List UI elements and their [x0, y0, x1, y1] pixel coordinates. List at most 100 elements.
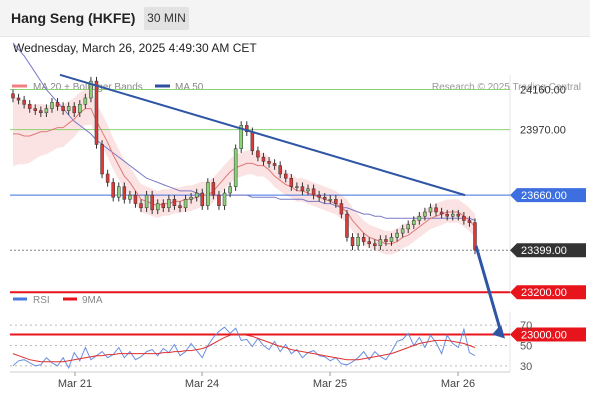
level-label-pivot: 23660.00 [521, 190, 567, 202]
candle-body [66, 106, 71, 111]
candle-body [389, 237, 394, 242]
candle-body [183, 199, 188, 209]
candle-body [350, 237, 355, 247]
candle-body [417, 215, 422, 221]
level-tag-support [510, 327, 586, 342]
candle-body [144, 194, 149, 209]
candle-body [167, 199, 171, 209]
x-tick-label: Mar 25 [313, 378, 347, 390]
rsi-legend-label: RSI [33, 295, 50, 306]
candle-body [50, 101, 54, 109]
level-label-support: 23000.00 [521, 329, 567, 341]
candle-body [434, 207, 438, 213]
candle-body [133, 194, 138, 204]
rsi-tick-label: 30 [520, 361, 532, 373]
candle-body [22, 99, 26, 105]
level-tag-last [510, 243, 586, 258]
ma50-legend-label: MA 50 [175, 82, 204, 93]
candle-body [16, 97, 21, 101]
candle-body [339, 203, 344, 215]
candle-body [311, 188, 316, 196]
rsi-panel: 70 50 30 [10, 320, 532, 373]
candle-body [178, 205, 182, 209]
candle-body [155, 203, 160, 211]
candle-body [256, 150, 260, 158]
resistance-trendline [59, 73, 466, 197]
candle-body [361, 237, 366, 242]
candle-body [384, 239, 388, 242]
candle-body [283, 173, 288, 179]
candle-body [295, 186, 299, 188]
candle-body [55, 101, 60, 107]
candle-body [72, 106, 76, 114]
candle-body [406, 224, 410, 230]
candle-body [456, 213, 461, 217]
projection-arrow-head [492, 324, 505, 339]
candle-body [222, 192, 227, 206]
candle-body [467, 220, 472, 223]
candle-body [39, 110, 43, 114]
chart-datetime: Wednesday, March 26, 2025 4:49:30 AM CET [13, 41, 257, 55]
rsi-legend: RSI 9MA [13, 295, 103, 306]
x-tick-label: Mar 26 [441, 378, 475, 390]
ma50-line [12, 42, 476, 221]
candle-body [233, 148, 238, 187]
interval-button[interactable]: 30 MIN [144, 7, 189, 30]
candle-body [356, 237, 360, 247]
candle-body [117, 186, 121, 198]
candle-body [300, 186, 305, 192]
price-candles [11, 76, 477, 255]
level-label-resistance: 23970.00 [520, 125, 566, 137]
candle-body [412, 220, 416, 225]
candle-body [105, 173, 110, 183]
copyright-credit: Research © 2025 Trading Central [432, 82, 581, 93]
candle-body [89, 80, 93, 99]
candle-body [122, 186, 127, 200]
candle-body [217, 194, 221, 206]
candle-body [261, 156, 266, 162]
level-tag-pivot [510, 188, 586, 203]
candle-body [228, 186, 232, 194]
rsi-tick-label: 70 [520, 320, 532, 332]
level-tag-support [510, 285, 586, 300]
instrument-title: Hang Seng (HKFE) [11, 10, 136, 26]
candle-body [161, 203, 166, 209]
candle-body [83, 97, 88, 105]
bollinger-bands [13, 88, 475, 255]
level-lines [10, 89, 510, 336]
moving-averages [12, 42, 476, 245]
candle-body [439, 211, 444, 215]
main-legend: MA 20 + Bollinger Bands MA 50 Research © 2… [12, 82, 581, 93]
candle-body [423, 211, 427, 217]
level-labels: 24160.00 23970.00 23660.00 23399.00 23200.00… [510, 85, 586, 342]
candle-body [245, 125, 249, 133]
candle-body [345, 213, 349, 238]
x-axis: Mar 21 Mar 24 Mar 25 Mar 26 [58, 372, 475, 390]
candle-body [189, 196, 193, 200]
candle-body [450, 213, 455, 217]
candle-body [306, 188, 310, 192]
ma20-legend-label: MA 20 + Bollinger Bands [33, 82, 143, 93]
projection-arrow-shaft [474, 245, 503, 333]
bollinger-band-area [13, 88, 475, 255]
candle-body [61, 106, 65, 111]
candle-body [473, 222, 477, 251]
candle-body [317, 194, 321, 198]
candle-body [322, 196, 327, 200]
candle-body [111, 182, 115, 198]
candle-body [395, 232, 399, 238]
level-label-resistance: 24160.00 [520, 85, 566, 97]
candle-body [445, 213, 449, 217]
level-label-last: 23399.00 [521, 245, 567, 257]
candle-body [206, 182, 210, 206]
candle-body [278, 165, 282, 175]
candle-body [428, 207, 433, 213]
candle-body [462, 215, 466, 221]
candle-body [211, 182, 216, 196]
candle-body [150, 194, 154, 211]
candle-body [373, 243, 377, 247]
candle-body [367, 241, 371, 244]
candle-body [44, 108, 49, 114]
chart-header: Hang Seng (HKFE) 30 MIN [0, 0, 590, 37]
